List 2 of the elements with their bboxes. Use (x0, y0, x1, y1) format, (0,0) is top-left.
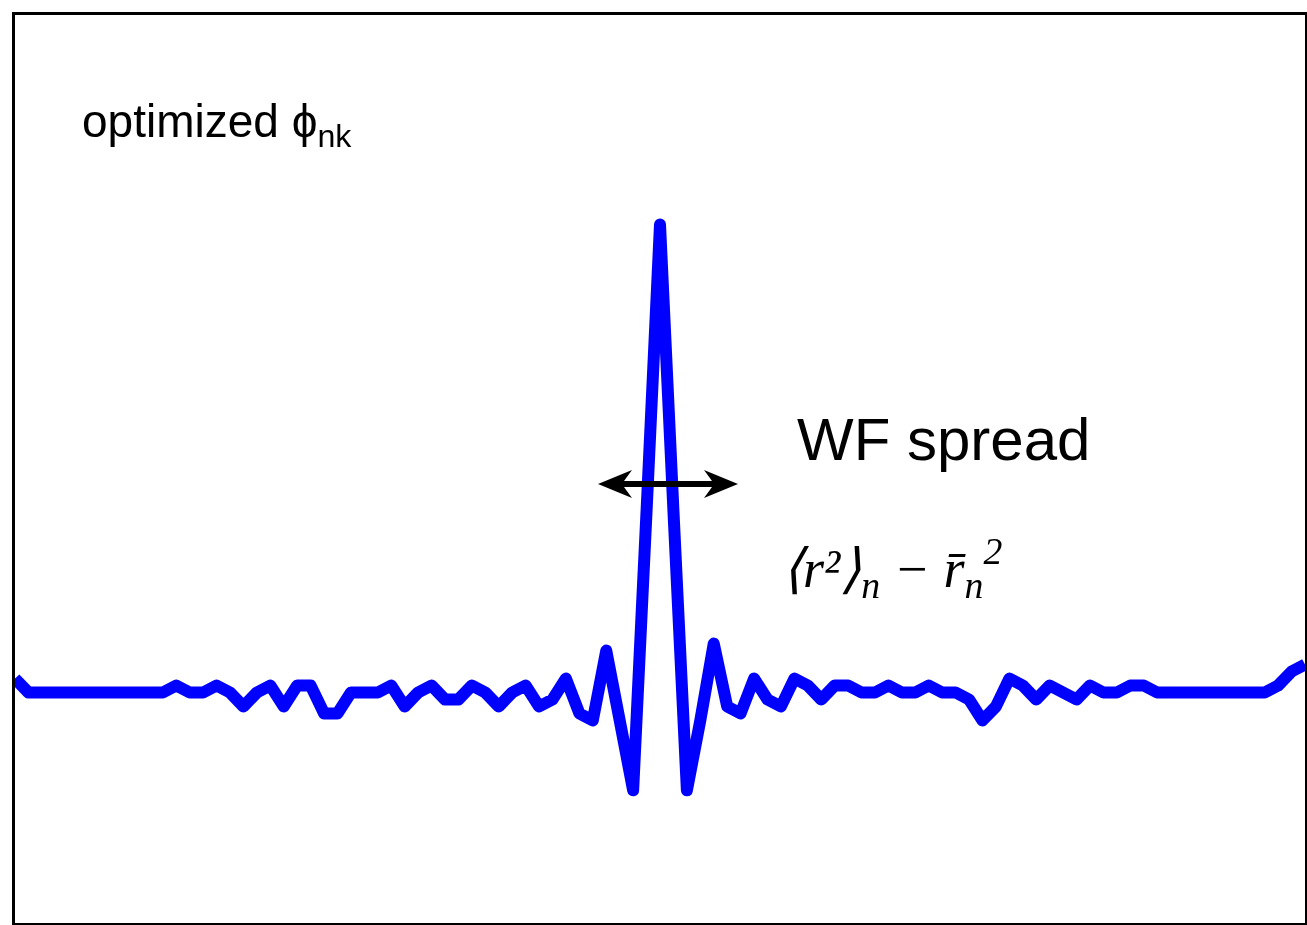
text: optimized ϕ$_{nk}$ (82, 95, 353, 154)
annotation: WF spread (797, 406, 1091, 473)
